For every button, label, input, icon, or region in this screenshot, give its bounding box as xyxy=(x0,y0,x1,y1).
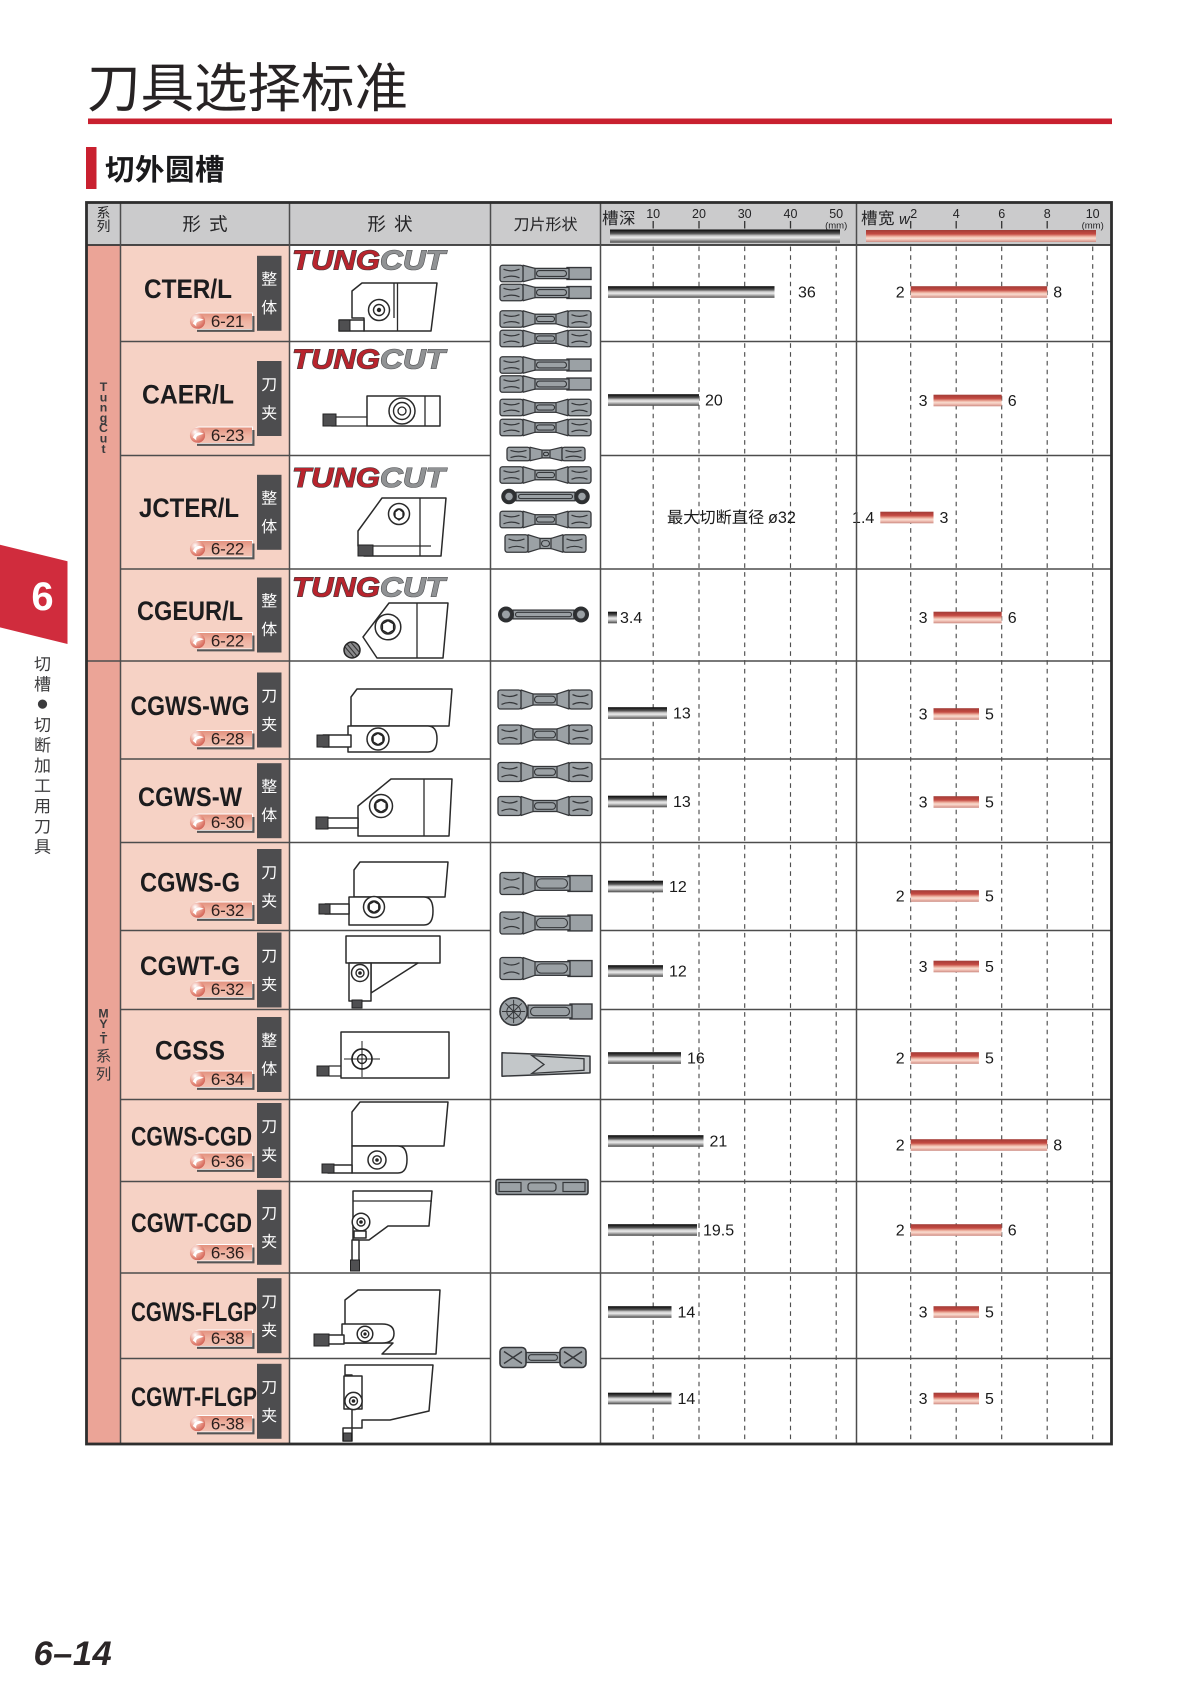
svg-text:5: 5 xyxy=(985,889,994,906)
svg-text:6-23: 6-23 xyxy=(211,426,244,445)
svg-text:6-30: 6-30 xyxy=(211,813,244,832)
svg-text:6-34: 6-34 xyxy=(211,1070,244,1089)
svg-text:2: 2 xyxy=(896,1138,905,1155)
svg-text:6-22: 6-22 xyxy=(211,632,244,651)
svg-text:8: 8 xyxy=(1053,285,1062,302)
svg-text:3: 3 xyxy=(919,707,928,724)
svg-text:6-32: 6-32 xyxy=(211,901,244,920)
svg-text:8: 8 xyxy=(1053,1138,1062,1155)
svg-text:5: 5 xyxy=(985,1305,994,1322)
svg-text:3: 3 xyxy=(919,610,928,627)
svg-text:JCTER/L: JCTER/L xyxy=(139,493,239,523)
svg-text:CGSS: CGSS xyxy=(155,1036,225,1066)
svg-text:6-21: 6-21 xyxy=(211,312,244,331)
svg-text:t: t xyxy=(101,442,105,456)
svg-text:TUNG: TUNG xyxy=(292,462,380,493)
svg-text:6-38: 6-38 xyxy=(211,1329,244,1348)
svg-text:19.5: 19.5 xyxy=(703,1223,734,1240)
svg-text:12: 12 xyxy=(669,879,687,896)
svg-text:CGWS-CGD: CGWS-CGD xyxy=(131,1122,252,1152)
svg-text:6-28: 6-28 xyxy=(211,730,244,749)
svg-text:6: 6 xyxy=(998,207,1005,221)
svg-text:TUNG: TUNG xyxy=(292,572,380,603)
svg-text:20: 20 xyxy=(692,207,706,221)
svg-text:6: 6 xyxy=(1008,393,1017,410)
svg-text:14: 14 xyxy=(678,1391,696,1408)
svg-text:6-32: 6-32 xyxy=(211,980,244,999)
svg-text:CGWT-FLGP: CGWT-FLGP xyxy=(131,1382,257,1412)
svg-text:2: 2 xyxy=(896,889,905,906)
svg-text:CGWS-FLGP: CGWS-FLGP xyxy=(131,1297,257,1327)
svg-text:TUNG: TUNG xyxy=(292,245,380,276)
svg-text:3: 3 xyxy=(919,1305,928,1322)
svg-text:5: 5 xyxy=(985,707,994,724)
svg-text:CGWS-G: CGWS-G xyxy=(140,868,240,898)
svg-text:10: 10 xyxy=(1086,207,1100,221)
svg-text:3: 3 xyxy=(919,959,928,976)
svg-text:ø32: ø32 xyxy=(768,509,796,527)
svg-text:3: 3 xyxy=(919,795,928,812)
svg-text:16: 16 xyxy=(687,1051,705,1068)
svg-text:CUT: CUT xyxy=(380,462,448,493)
svg-text:(mm): (mm) xyxy=(1082,221,1104,232)
svg-text:1.4: 1.4 xyxy=(852,510,874,527)
svg-text:6–14: 6–14 xyxy=(34,1635,113,1673)
svg-text:50: 50 xyxy=(829,207,843,221)
svg-text:TUNG: TUNG xyxy=(292,344,380,375)
svg-text:5: 5 xyxy=(985,795,994,812)
svg-text:CGWT-CGD: CGWT-CGD xyxy=(131,1208,252,1238)
svg-text:5: 5 xyxy=(985,959,994,976)
svg-text:w: w xyxy=(899,211,911,228)
svg-text:36: 36 xyxy=(798,285,816,302)
svg-text:2: 2 xyxy=(896,1223,905,1240)
svg-text:2: 2 xyxy=(910,207,917,221)
svg-text:6: 6 xyxy=(1008,1223,1017,1240)
svg-text:8: 8 xyxy=(1044,207,1051,221)
svg-text:2: 2 xyxy=(896,1051,905,1068)
svg-text:10: 10 xyxy=(646,207,660,221)
svg-text:CTER/L: CTER/L xyxy=(144,274,232,304)
svg-text:3: 3 xyxy=(940,510,949,527)
svg-text:6-22: 6-22 xyxy=(211,540,244,559)
svg-text:20: 20 xyxy=(705,393,723,410)
svg-text:3: 3 xyxy=(919,1391,928,1408)
svg-text:5: 5 xyxy=(985,1051,994,1068)
svg-text:6: 6 xyxy=(1008,610,1017,627)
svg-text:6-38: 6-38 xyxy=(211,1415,244,1434)
svg-text:CUT: CUT xyxy=(380,245,448,276)
svg-text:2: 2 xyxy=(896,285,905,302)
svg-text:CGWS-WG: CGWS-WG xyxy=(131,691,250,721)
svg-text:T: T xyxy=(100,1033,108,1047)
svg-text:3: 3 xyxy=(919,393,928,410)
svg-text:5: 5 xyxy=(985,1391,994,1408)
svg-text:13: 13 xyxy=(673,706,691,723)
svg-text:21: 21 xyxy=(710,1134,728,1151)
svg-text:CUT: CUT xyxy=(380,572,448,603)
svg-text:12: 12 xyxy=(669,964,687,981)
svg-text:4: 4 xyxy=(953,207,960,221)
svg-text:CAER/L: CAER/L xyxy=(142,380,234,410)
svg-text:40: 40 xyxy=(784,207,798,221)
svg-text:6-36: 6-36 xyxy=(211,1244,244,1263)
svg-text:13: 13 xyxy=(673,794,691,811)
svg-text:6: 6 xyxy=(31,575,53,619)
svg-text:14: 14 xyxy=(678,1305,696,1322)
svg-text:CGEUR/L: CGEUR/L xyxy=(137,596,243,626)
svg-text:3.4: 3.4 xyxy=(620,610,642,627)
svg-text:6-36: 6-36 xyxy=(211,1152,244,1171)
svg-text:CUT: CUT xyxy=(380,344,448,375)
svg-text:30: 30 xyxy=(738,207,752,221)
svg-text:CGWS-W: CGWS-W xyxy=(138,782,242,812)
svg-text:CGWT-G: CGWT-G xyxy=(140,951,240,981)
